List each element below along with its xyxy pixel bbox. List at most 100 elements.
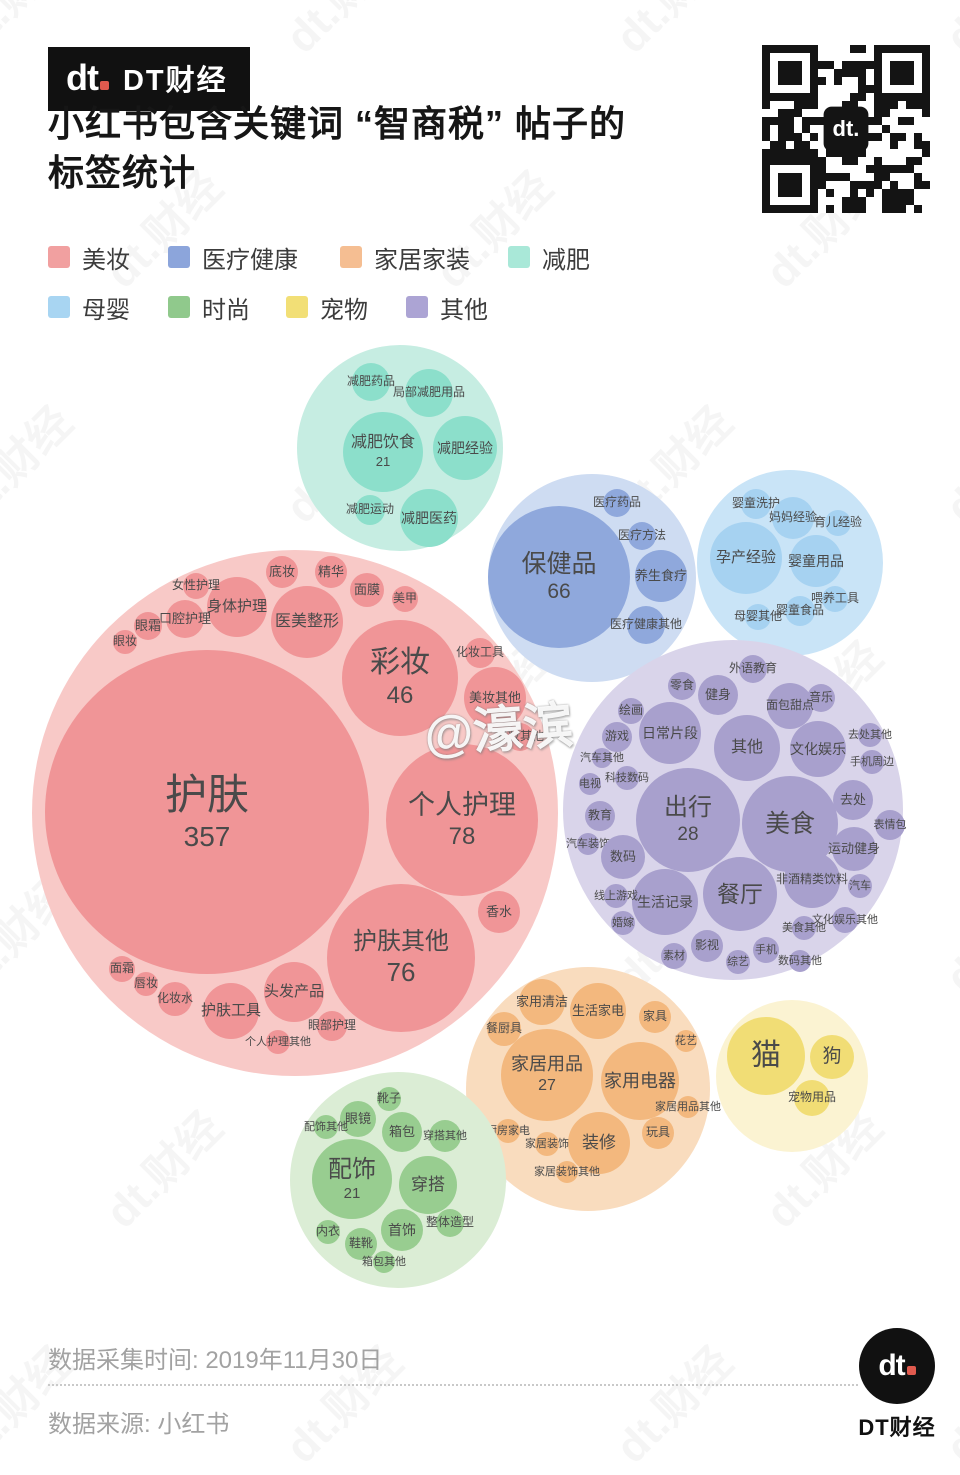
bubble: 减肥医药 (400, 489, 458, 547)
bubble: 美妆其他 (464, 667, 526, 729)
bubble-value: 21 (375, 453, 391, 469)
bubble-label: 运动健身 (828, 840, 881, 856)
bubble: 配饰其他 (304, 1115, 348, 1139)
bubble-label: 精华 (317, 563, 344, 579)
bubble: 健身 (698, 675, 738, 715)
bubble-label: 花艺 (675, 1034, 697, 1047)
bubble-label: 保健品 (521, 549, 597, 578)
bubble: 餐厨具 (486, 1012, 523, 1046)
bubble: 绘画 (618, 698, 644, 724)
bubble: 靴子 (377, 1087, 401, 1111)
bubble: 家居装饰 (525, 1132, 569, 1156)
bubble: 箱包 (382, 1112, 422, 1152)
bubble-label: 手机 (755, 943, 777, 956)
legend-swatch-icon (48, 246, 70, 268)
bubble-label: 线上游戏 (594, 889, 638, 902)
bubble-label: 汽车其他 (580, 751, 624, 764)
bubble-label: 护肤其他 (353, 928, 449, 956)
bubble-label: 宠物用品 (788, 1090, 837, 1105)
bubble-label: 教育 (587, 808, 612, 823)
dt-logo-letters: dt (66, 57, 99, 98)
footer-dt-logo-letters: dt (878, 1349, 905, 1382)
bubble: 彩妆 46 (342, 620, 458, 736)
page-title: 小红书包含关键词 “智商税” 帖子的 标签统计 (48, 100, 626, 198)
bubble: 眼部护理 (308, 1011, 356, 1041)
bubble: 素材 (661, 943, 687, 969)
bubble: 鞋靴 (345, 1228, 377, 1260)
bubble: 香水 (478, 891, 520, 933)
bubble-label: 生活家电 (571, 1002, 624, 1018)
legend-label: 时尚 (202, 296, 250, 324)
bubble: 唇妆 (134, 972, 158, 996)
bubble-label: 综艺 (727, 955, 749, 968)
bubble-label: 唇妆 (134, 976, 159, 991)
page-title-line1: 小红书包含关键词 “智商税” 帖子的 (48, 103, 627, 144)
bubble: 汽车 (848, 874, 872, 898)
legend-swatch-icon (168, 296, 190, 318)
footer-dt-logo-circle: dt (859, 1328, 935, 1404)
bubble-label: 身体护理 (207, 598, 268, 616)
bubble-label: 外语教育 (729, 661, 778, 676)
bubble: 护肤 357 (45, 650, 369, 974)
dt-logo-name: DT财经 (122, 65, 228, 97)
bubble-label: 减肥运动 (346, 502, 395, 517)
bubble-label: 母婴其他 (734, 609, 783, 624)
footer-divider (48, 1384, 858, 1386)
bubble-label: 箱包其他 (362, 1255, 406, 1268)
bubble: 餐厅 (703, 857, 777, 931)
bubble: 眼镜 (340, 1101, 376, 1137)
bubble: 非酒精类饮料 (776, 852, 848, 908)
bubble-label: 玩具 (645, 1125, 670, 1140)
bubble: 家居装饰其他 (534, 1161, 600, 1183)
bubble: 医美整形 (271, 586, 343, 658)
bubble-label: 首饰 (388, 1221, 416, 1238)
bubble-label: 其他 (730, 738, 763, 756)
legend-swatch-icon (406, 296, 428, 318)
bubble-label: 去处其他 (848, 728, 892, 741)
bubble-value: 66 (547, 580, 571, 604)
bubble-label: 口腔护理 (159, 610, 212, 626)
bubble: 个人护理 78 (386, 744, 538, 896)
legend-label: 减肥 (542, 246, 590, 274)
bubble-value: 46 (386, 682, 414, 710)
bubble-label: 穿搭 (411, 1175, 445, 1195)
legend-label: 其他 (440, 296, 488, 324)
legend-label: 家居家装 (374, 246, 470, 274)
bubble: 穿搭 (399, 1156, 457, 1214)
bubble-label: 婴童用品 (788, 552, 844, 569)
bubble-label: 减肥药品 (347, 374, 396, 389)
bubble: 彩妆其他 (496, 723, 544, 751)
svg-text:dt.: dt. (833, 116, 860, 141)
bubble-label: 文化娱乐其他 (812, 913, 878, 926)
bubble-label: 养生食疗 (635, 567, 688, 583)
bubble-label: 面包甜点 (766, 698, 815, 713)
bubble-label: 厨房家电 (486, 1124, 530, 1137)
bubble: 去处 (833, 780, 873, 820)
bubble: 护肤其他 76 (327, 884, 475, 1032)
bubble: 运动健身 (828, 827, 880, 871)
bubble-label: 零食 (669, 678, 694, 693)
bubble-label: 底妆 (268, 563, 295, 579)
bubble-label: 装修 (582, 1133, 616, 1153)
footer-collect-time: 数据采集时间: 2019年11月30日 (48, 1347, 383, 1374)
bubble-label: 健身 (704, 686, 731, 702)
bubble-label: 餐厨具 (486, 1021, 523, 1036)
bubble-label: 靴子 (377, 1091, 402, 1106)
bubble-label: 面霜 (109, 961, 134, 976)
center-watermark: @濠滨 (422, 696, 575, 764)
bubble: 猫 (727, 1017, 805, 1095)
bubble: 箱包其他 (362, 1251, 406, 1273)
bubble-label: 面膜 (353, 581, 380, 597)
bubble-label: 眼妆 (113, 634, 138, 649)
bubble-label: 化妆工具 (456, 645, 505, 660)
bubble-label: 生活记录 (637, 893, 693, 910)
bubble-label: 猫 (751, 1038, 781, 1072)
qr-code: dt. (762, 45, 930, 213)
bubble: 医疗药品 (593, 489, 641, 517)
legend-label: 宠物 (320, 296, 368, 324)
bubble: 化妆工具 (456, 638, 504, 668)
bubble: 身体护理 (207, 577, 267, 637)
bubble: 妈妈经验 (769, 497, 817, 539)
bubble-label: 护肤 (164, 770, 249, 818)
